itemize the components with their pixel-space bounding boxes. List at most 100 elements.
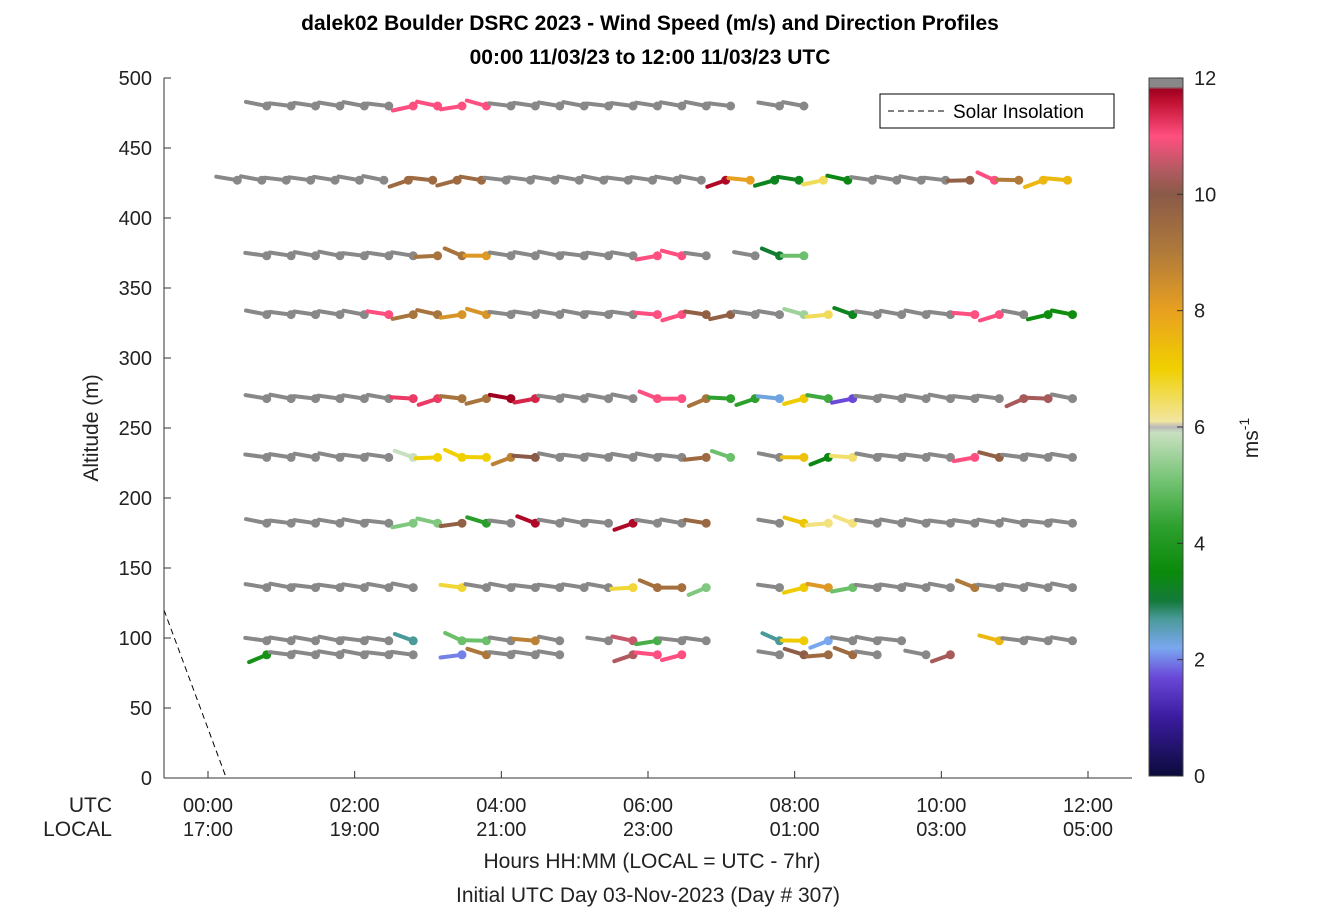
wind-barb-point [750, 251, 760, 261]
wind-barb-point [726, 452, 736, 462]
wind-barb-point [506, 518, 516, 528]
wind-barb-point [481, 583, 491, 593]
wind-barb-point [818, 175, 828, 185]
wind-barb-point [897, 518, 907, 528]
wind-barb-point [701, 518, 711, 528]
wind-barb-point [921, 583, 931, 593]
y-tick-label: 50 [130, 698, 152, 720]
wind-barb-point [921, 650, 931, 660]
wind-barb-point [628, 583, 638, 593]
wind-barb-point [652, 650, 662, 660]
wind-barb-point [1043, 583, 1053, 593]
wind-barb-point [799, 251, 809, 261]
y-tick-label: 250 [119, 418, 152, 440]
wind-barb-point [1043, 394, 1053, 404]
wind-barb-point [384, 636, 394, 646]
colorbar-tick-label: 0 [1194, 766, 1205, 788]
wind-barb-point [433, 452, 443, 462]
wind-barb-point [970, 310, 980, 320]
wind-barb-point [232, 175, 242, 185]
colorbar: 0 2 4 6 8 10 12 ms-1 [1148, 68, 1263, 788]
wind-barb-point [872, 650, 882, 660]
wind-barb-point [823, 518, 833, 528]
colorbar-tick-label: 4 [1194, 533, 1205, 555]
wind-barb-point [994, 518, 1004, 528]
wind-barb-point [506, 394, 516, 404]
wind-barb-point [604, 394, 613, 404]
wind-barb-point [701, 636, 711, 646]
barb-row [247, 645, 955, 665]
wind-barb-point [945, 650, 955, 660]
y-tick-label: 300 [119, 348, 152, 370]
wind-barb-point [335, 650, 345, 660]
wind-barb-point [1068, 636, 1077, 646]
x-tick-label-local: 17:00 [183, 819, 233, 841]
wind-barb-point [775, 650, 784, 660]
wind-barb-point [408, 394, 418, 404]
x-tick-label-local: 21:00 [476, 819, 526, 841]
wind-barb-point [892, 175, 902, 185]
wind-barb-point [1068, 310, 1077, 320]
wind-barb-point [775, 101, 784, 111]
wind-barb-point [848, 452, 858, 462]
y-axis-label: Altitude (m) [80, 374, 103, 481]
wind-barb-point [457, 394, 467, 404]
wind-barb-point [311, 251, 320, 261]
wind-barb-point [652, 251, 662, 261]
y-tick-label: 100 [119, 628, 152, 650]
legend: Solar Insolation [879, 93, 1115, 129]
wind-barb-point [1068, 583, 1077, 593]
x-tick-label-utc: 08:00 [770, 795, 820, 817]
colorbar-unit: ms [1240, 430, 1263, 458]
colorbar-tick-label: 2 [1194, 650, 1205, 672]
wind-barb-point [384, 101, 394, 111]
wind-barb-point [775, 310, 784, 320]
wind-barb-point [555, 518, 565, 528]
y-tick-label: 200 [119, 488, 152, 510]
wind-barb-point [379, 175, 389, 185]
wind-barb-point [823, 310, 833, 320]
barb-row [244, 306, 1077, 323]
wind-barb-point [530, 636, 540, 646]
plot-area [164, 78, 1132, 778]
wind-barb-point [1063, 175, 1073, 185]
wind-barb-point [677, 101, 687, 111]
wind-barb-point [799, 101, 809, 111]
colorbar-tick-label: 12 [1194, 68, 1216, 90]
wind-barb-point [628, 452, 638, 462]
wind-barb-point [311, 452, 320, 462]
wind-barb-point [701, 251, 711, 261]
wind-barb-point [897, 636, 907, 646]
wind-barb-point [652, 310, 662, 320]
x-tick-label-local: 03:00 [916, 819, 966, 841]
wind-barb-point [408, 101, 418, 111]
x-tick-label-utc: 12:00 [1063, 795, 1113, 817]
wind-barb-point [921, 394, 931, 404]
x-tick-label-utc: 06:00 [623, 795, 673, 817]
x-tick-label-local: 23:00 [623, 819, 673, 841]
x-tick-label-local: 05:00 [1063, 819, 1113, 841]
wind-barb-point [604, 636, 613, 646]
wind-barb-point [555, 636, 565, 646]
wind-barb-point [408, 636, 418, 646]
wind-barb-point [384, 310, 394, 320]
wind-barb-point [945, 583, 955, 593]
wind-barb-point [335, 518, 345, 528]
wind-barb-point [1019, 310, 1029, 320]
barb-row [243, 389, 1077, 409]
barb-row [243, 447, 1077, 467]
wind-barb-point [1068, 452, 1077, 462]
wind-barb-point [848, 636, 858, 646]
wind-barbs [214, 98, 1077, 665]
wind-barb-point [457, 650, 467, 660]
wind-barb-point [701, 583, 711, 593]
barb-row [244, 514, 1077, 532]
barb-row [243, 578, 1077, 597]
wind-barb-point [775, 518, 784, 528]
wind-barb-point [408, 650, 418, 660]
wind-barb-point [701, 310, 711, 320]
wind-barb-point [672, 175, 682, 185]
wind-barb-point [701, 452, 711, 462]
wind-barb-point [1043, 310, 1053, 320]
